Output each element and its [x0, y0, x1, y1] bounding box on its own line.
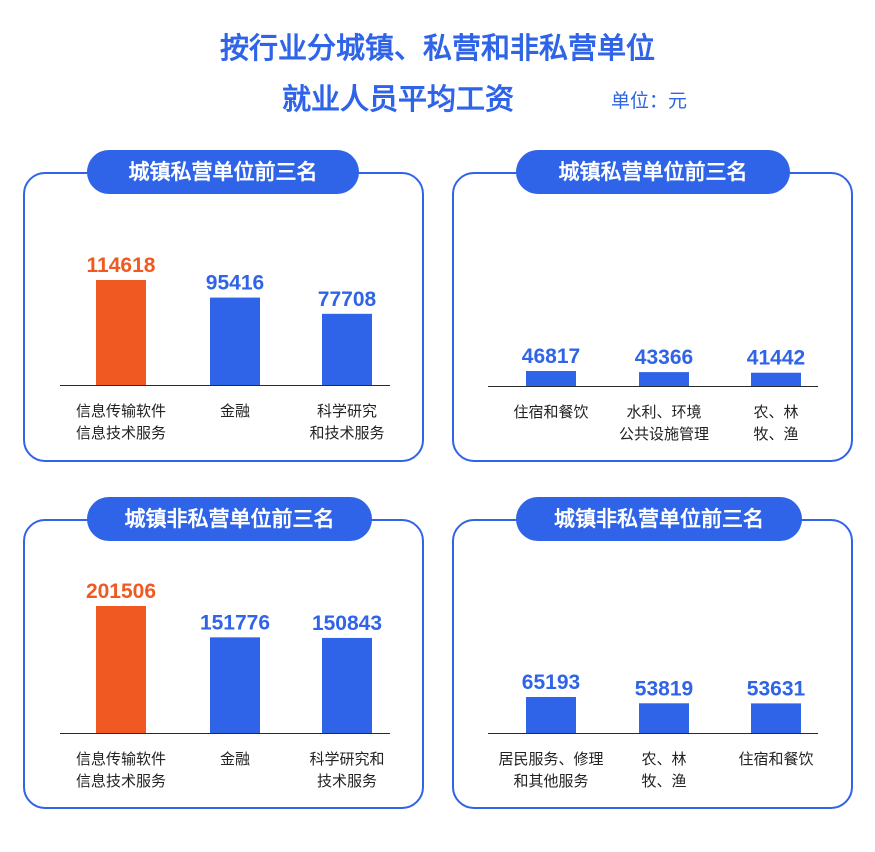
bar — [639, 372, 689, 386]
data-label: 114618 — [87, 254, 156, 277]
bar — [322, 313, 372, 385]
bar — [96, 280, 146, 385]
category-label: 农、林 — [641, 750, 686, 768]
category-label: 公共设施管理 — [619, 425, 709, 443]
data-label: 41442 — [747, 347, 805, 370]
bar — [210, 637, 260, 733]
data-label: 53631 — [747, 677, 806, 700]
data-label: 43366 — [635, 346, 693, 369]
category-label: 科学研究和 — [309, 750, 384, 768]
category-label: 住宿和餐饮 — [738, 750, 813, 768]
unit-label: 单位：元 — [611, 90, 688, 112]
bar — [751, 372, 801, 386]
category-label: 牧、渔 — [753, 425, 798, 443]
panel-private-bottom — [452, 172, 853, 462]
bar — [639, 703, 689, 733]
bar — [322, 637, 372, 733]
data-label: 201506 — [86, 580, 156, 603]
category-label: 科学研究 — [317, 402, 377, 420]
category-label: 信息技术服务 — [76, 424, 166, 442]
category-label: 和其他服务 — [513, 772, 588, 790]
category-label: 住宿和餐饮 — [513, 403, 588, 421]
category-label: 信息技术服务 — [76, 772, 166, 790]
data-label: 46817 — [522, 345, 580, 368]
data-label: 53819 — [635, 677, 693, 700]
chart-title-private-bottom: 城镇私营单位前三名 — [516, 150, 790, 194]
page-title-line2: 就业人员平均工资 — [282, 82, 515, 116]
chart-title-nonprivate-bottom: 城镇非私营单位前三名 — [516, 497, 802, 541]
category-label: 农、林 — [753, 403, 798, 421]
data-label: 77708 — [318, 288, 377, 311]
bar — [751, 703, 801, 733]
bar — [96, 606, 146, 733]
category-label: 和技术服务 — [309, 424, 384, 442]
bar — [526, 371, 576, 386]
page-title-line1: 按行业分城镇、私营和非私营单位 — [219, 31, 655, 65]
data-label: 95416 — [206, 272, 264, 295]
category-label: 金融 — [220, 402, 250, 420]
category-label: 信息传输软件 — [76, 750, 166, 768]
category-label: 居民服务、修理 — [498, 750, 603, 768]
category-label: 信息传输软件 — [76, 402, 166, 420]
chart-title-private-top: 城镇私营单位前三名 — [87, 150, 359, 194]
panel-nonprivate-bottom — [452, 519, 853, 809]
data-label: 150843 — [312, 612, 382, 635]
bar — [526, 697, 576, 733]
category-label: 技术服务 — [317, 772, 377, 790]
category-label: 金融 — [220, 750, 250, 768]
data-label: 65193 — [522, 671, 580, 694]
category-label: 水利、环境 — [626, 403, 701, 421]
chart-title-nonprivate-top: 城镇非私营单位前三名 — [87, 497, 372, 541]
category-label: 牧、渔 — [641, 772, 686, 790]
bar — [210, 297, 260, 385]
data-label: 151776 — [200, 611, 270, 634]
